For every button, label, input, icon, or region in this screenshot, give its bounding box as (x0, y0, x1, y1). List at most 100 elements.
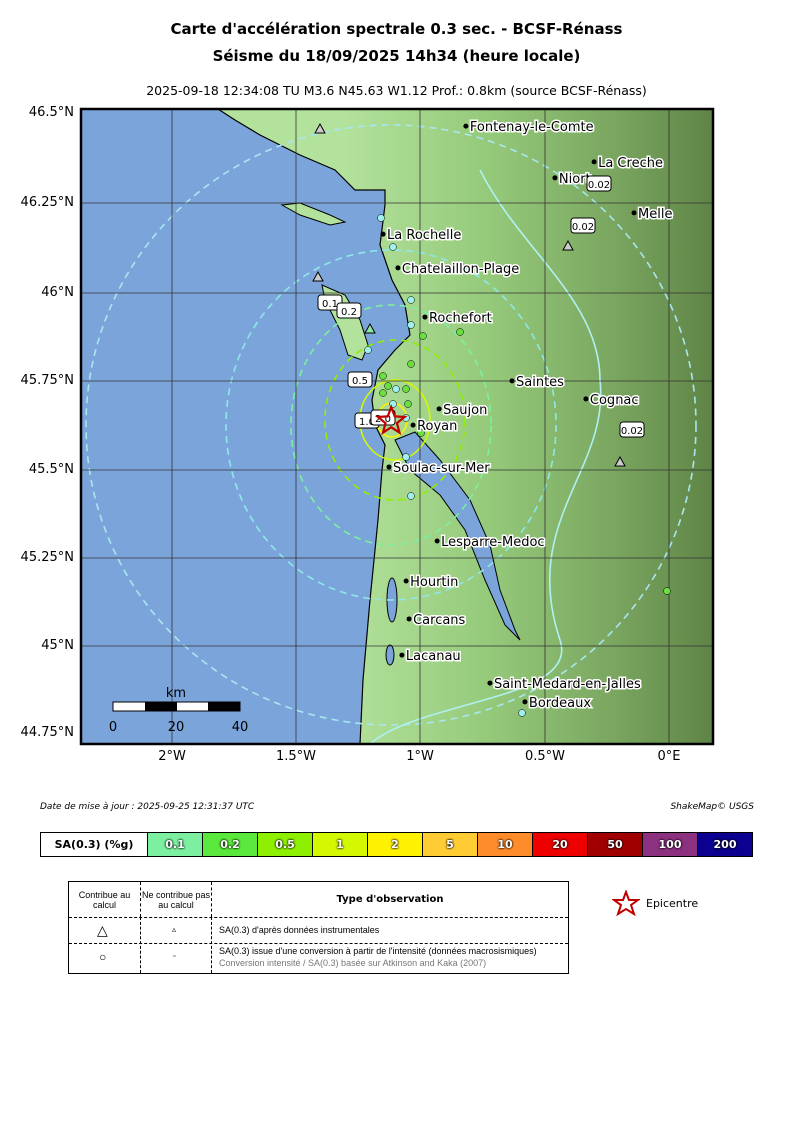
contour-label-text: 0.5 (352, 376, 368, 387)
station-circle (364, 346, 372, 354)
col-observation-type: Type d'observation (336, 894, 444, 905)
station-circle (389, 243, 397, 251)
city-marker (522, 699, 528, 705)
station-circle (407, 296, 415, 304)
city-label: Saujon (443, 403, 487, 418)
station-circle (377, 214, 385, 222)
station-circle (407, 492, 415, 500)
city-marker (410, 422, 416, 428)
lat-label: 45°N (41, 638, 74, 653)
epicenter-legend: Epicentre (612, 890, 698, 916)
contour-0.1 (225, 249, 557, 601)
city-label: Soulac-sur-Mer (393, 461, 490, 476)
city-label: Carcans (413, 613, 465, 628)
observation-legend: Contribue au calcul Ne contribue pas au … (68, 881, 569, 974)
col-contributes: Contribue au calcul (69, 882, 141, 917)
legend-header: SA(0.3) (%g) (41, 833, 147, 856)
station-circle (402, 453, 410, 461)
contour-label-text: 0.02 (588, 180, 610, 191)
triangle-small-icon: ▵ (172, 925, 177, 934)
city-label: Saintes (516, 375, 564, 390)
lon-label: 2°W (158, 749, 186, 764)
legend-level: 0.1 (147, 833, 202, 856)
scale-tick: 20 (168, 720, 185, 735)
city-label: Melle (638, 207, 672, 222)
city-marker (386, 464, 392, 470)
legend-level: 20 (532, 833, 587, 856)
row-instrumental: SA(0.3) d'après données instrumentales (219, 925, 380, 935)
city-label: Hourtin (410, 575, 458, 590)
station-circle (417, 429, 425, 437)
legend-level: 1 (312, 833, 367, 856)
contour-label: 0.02 (570, 217, 596, 234)
legend-level: 50 (587, 833, 642, 856)
city-label: Niort (559, 172, 591, 187)
lat-label: 46.5°N (28, 105, 74, 120)
station-triangle (614, 455, 626, 467)
city-marker (422, 314, 428, 320)
contour-label: 0.02 (586, 175, 612, 192)
lon-label: 1.5°W (275, 749, 317, 764)
contour-label-text: 0.02 (572, 222, 594, 233)
legend-level: 0.5 (257, 833, 312, 856)
city-marker (436, 406, 442, 412)
city-label: Lesparre-Medoc (441, 535, 544, 550)
station-triangle (314, 122, 326, 134)
contour-label: 0.5 (347, 371, 373, 388)
city-label: Fontenay-le-Comte (470, 120, 594, 135)
color-scale-legend: SA(0.3) (%g) 0.1 0.2 0.5 1 2 5 10 20 50 100 200 (40, 832, 753, 857)
station-circle (407, 360, 415, 368)
credit: ShakeMap© USGS (670, 802, 754, 812)
scale-bar: km 0 20 40 (109, 686, 248, 735)
scale-tick: 0 (109, 720, 117, 735)
station-circle (384, 382, 392, 390)
city-marker (552, 175, 558, 181)
legend-level: 0.2 (202, 833, 257, 856)
lon-label: 1°W (406, 749, 434, 764)
scale-unit: km (166, 686, 186, 701)
city-label: La Rochelle (387, 228, 461, 243)
city-label: Cognac (590, 393, 639, 408)
lat-label: 46.25°N (20, 195, 74, 210)
lon-label: 0.5°W (524, 749, 566, 764)
stations (312, 122, 671, 717)
contour-0.5 (324, 339, 466, 501)
map: Fontenay-le-Comte Niort La Creche Melle La R… (79, 107, 715, 746)
station-circle (379, 389, 387, 397)
station-triangle (562, 239, 574, 251)
epicenter-label: Epicentre (646, 896, 699, 910)
lat-label: 46°N (41, 285, 74, 300)
station-circle (379, 372, 387, 380)
circle-large-icon: ○ (99, 950, 107, 964)
city-marker (380, 231, 386, 237)
station-circle (663, 587, 671, 595)
contour-label-text: 1.0 (359, 417, 375, 428)
epicenter-star-icon (374, 404, 408, 436)
legend-level: 2 (367, 833, 422, 856)
city-marker (631, 210, 637, 216)
gironde-estuary (394, 431, 521, 641)
lat-label: 45.75°N (20, 373, 74, 388)
city-marker (399, 652, 405, 658)
city-label: Chatelaillon-Plage (402, 262, 519, 277)
city-marker (463, 123, 469, 129)
station-circle (402, 385, 410, 393)
cities: Fontenay-le-Comte Niort La Creche Melle La R… (380, 119, 674, 712)
city-marker (395, 265, 401, 271)
lat-label: 44.75°N (20, 725, 74, 740)
station-circle (419, 332, 427, 340)
contour-label: 0.02 (619, 421, 645, 438)
station-circle (392, 385, 400, 393)
scale-tick: 40 (232, 720, 249, 735)
lon-label: 0°E (657, 749, 681, 764)
city-label: Saint-Medard-en-Jalles (494, 677, 641, 692)
city-marker (583, 396, 589, 402)
lake-lacanau (385, 644, 395, 666)
col-not-contributes: Ne contribue pas au calcul (141, 882, 212, 917)
contour-label-text: 0.1 (322, 299, 338, 310)
legend-level: 10 (477, 833, 532, 856)
row-macroseismic: SA(0.3) issue d'une conversion à partir … (219, 946, 537, 956)
row-macroseismic-note: Conversion intensité / SA(0.3) basée sur… (219, 958, 487, 968)
lat-label: 45.25°N (20, 550, 74, 565)
city-marker (403, 578, 409, 584)
